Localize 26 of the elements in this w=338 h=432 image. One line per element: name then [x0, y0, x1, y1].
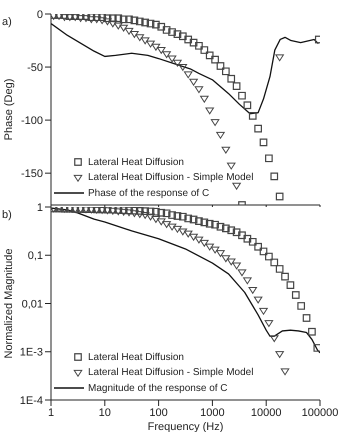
legend-label: Phase of the response of C — [88, 186, 210, 200]
x-tick-label: 1 — [48, 406, 54, 419]
y-tick-label: 0,1 — [28, 250, 43, 262]
text: a) — [2, 16, 12, 28]
y-tick-label: 1E-4 — [20, 394, 43, 407]
y-tick-label: 0,01 — [22, 298, 43, 310]
legend-label: Magnitude of the response of C — [88, 382, 228, 396]
x-tick-label: 1000 — [200, 406, 225, 419]
x-tick-label: 100 — [149, 406, 168, 419]
x-tick-label: 10 — [98, 406, 111, 419]
y-tick-label: 1 — [36, 202, 43, 214]
y-tick-label: -100 — [20, 115, 43, 128]
text: b) — [2, 209, 12, 221]
y-axis-title: Normalized Magnitude — [2, 248, 15, 359]
x-tick-label: 100000 — [302, 406, 338, 419]
legend-label: Lateral Heat Diffusion — [88, 350, 184, 364]
y-tick-label: -50 — [27, 62, 43, 74]
x-axis-title: Frequency (Hz) — [148, 421, 224, 432]
y-axis-title: Phase (Deg) — [2, 78, 15, 140]
legend-label: Lateral Heat Diffusion - Simple Model — [88, 366, 254, 380]
y-tick-label: 0 — [36, 8, 43, 21]
legend-label: Lateral Heat Diffusion — [88, 156, 184, 170]
x-tick-label: 10000 — [250, 406, 282, 419]
legend-label: Lateral Heat Diffusion - Simple Model — [88, 171, 254, 185]
y-tick-label: -150 — [20, 168, 43, 180]
y-tick-label: 1E-3 — [20, 346, 43, 359]
